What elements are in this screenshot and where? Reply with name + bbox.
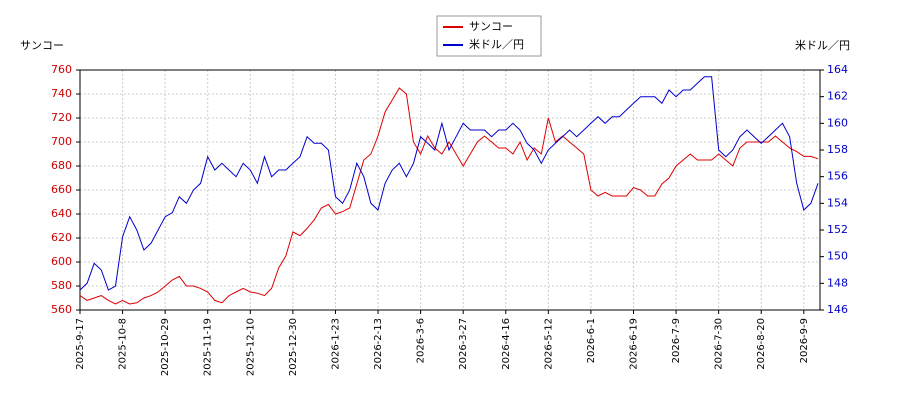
y2-tick-label: 154 — [827, 196, 848, 209]
y-tick-label: 600 — [51, 255, 72, 268]
y-tick-label: 660 — [51, 183, 72, 196]
y2-tick-label: 146 — [827, 303, 848, 316]
data-line — [79, 76, 819, 291]
y-axis-title: サンコー — [20, 39, 64, 52]
y2-tick-label: 150 — [827, 250, 848, 263]
x-tick-label: 2026-4-16 — [501, 318, 512, 370]
data-line — [79, 87, 819, 305]
x-tick-label: 2025-12-10 — [245, 318, 256, 376]
x-tick-label: 2025-10-8 — [118, 318, 129, 370]
x-tick-label: 2026-2-13 — [373, 318, 384, 370]
x-tick-label: 2025-9-17 — [75, 318, 86, 370]
y-tick-label: 580 — [51, 279, 72, 292]
x-tick-label: 2026-5-12 — [543, 318, 554, 370]
x-tick-label: 2026-9-9 — [799, 318, 810, 363]
y-tick-label: 680 — [51, 159, 72, 172]
x-tick-label: 2026-3-27 — [458, 318, 469, 370]
legend-box — [436, 15, 542, 57]
y2-tick-label: 156 — [827, 170, 848, 183]
x-tick-label: 2026-1-23 — [330, 318, 341, 370]
y-tick-label: 720 — [51, 111, 72, 124]
y-tick-label: 700 — [51, 135, 72, 148]
x-tick-label: 2026-7-30 — [714, 318, 725, 370]
x-tick-label: 2025-12-30 — [288, 318, 299, 376]
x-tick-label: 2026-8-20 — [756, 318, 767, 370]
y2-tick-label: 164 — [827, 63, 848, 76]
x-tick-label: 2026-3-6 — [416, 318, 427, 363]
x-tick-label: 2025-11-19 — [203, 318, 214, 376]
y-tick-label: 760 — [51, 63, 72, 76]
y2-tick-label: 148 — [827, 276, 848, 289]
x-tick-label: 2026-7-9 — [671, 318, 682, 363]
y-tick-label: 620 — [51, 231, 72, 244]
y-tick-label: 560 — [51, 303, 72, 316]
legend-label: 米ドル／円 — [469, 38, 524, 51]
y2-tick-label: 162 — [827, 90, 848, 103]
legend-label: サンコー — [469, 20, 513, 33]
x-tick-label: 2025-10-29 — [160, 318, 171, 376]
x-tick-label: 2026-6-19 — [629, 318, 640, 370]
y2-tick-label: 158 — [827, 143, 848, 156]
y2-axis-title: 米ドル／円 — [795, 39, 850, 52]
y-tick-label: 640 — [51, 207, 72, 220]
y-tick-label: 740 — [51, 87, 72, 100]
x-tick-label: 2026-6-1 — [586, 318, 597, 363]
y2-tick-label: 152 — [827, 223, 848, 236]
plot-frame — [79, 69, 821, 311]
y2-tick-label: 160 — [827, 116, 848, 129]
